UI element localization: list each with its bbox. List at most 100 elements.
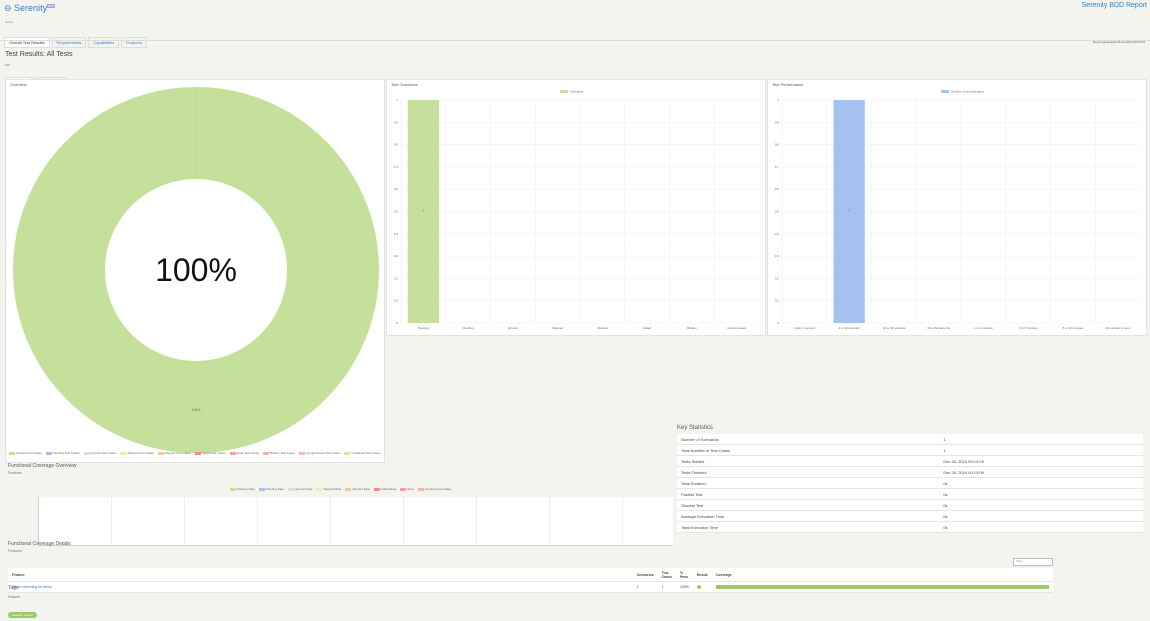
tag-chip[interactable]: Feature: search [8, 612, 38, 618]
y-tick-label: 0.7 [394, 165, 399, 169]
performance-panel: Test Performance Number of test scenario… [767, 79, 1147, 336]
stats-table: Number of Scenarios 1 Total Number of Test… [677, 434, 1143, 533]
y-tick-label: 1 [777, 98, 779, 102]
column-header: Coverage [711, 568, 1053, 582]
stat-row: Fastest Test 0s [677, 488, 1143, 500]
report-title: Serenity BDD Report [1081, 2, 1147, 9]
stat-value: 0s [939, 488, 1143, 500]
y-tick-label: 0.8 [394, 143, 399, 147]
stat-value: 0s [939, 521, 1143, 533]
legend-swatch [418, 487, 425, 491]
column-header: Scenarios [632, 568, 658, 582]
filter-input[interactable]: Filter [1013, 558, 1053, 566]
stat-row: Number of Scenarios 1 [677, 434, 1143, 445]
legend-swatch [9, 451, 16, 455]
legend-label: Undefined Test Cases [351, 451, 381, 455]
result-cell [692, 581, 712, 593]
bar-chart: Number of test scenarios 0 0.1 0.2 0.3 0.4 0.5… [775, 90, 1140, 330]
y-tick-label: 0.3 [394, 254, 399, 258]
legend-item: Undefined Test Cases [344, 451, 381, 455]
x-tick-label: Passing [418, 326, 429, 330]
stat-value: 1 [939, 444, 1143, 456]
y-tick-label: 0.7 [775, 165, 780, 169]
legend-swatch [258, 487, 265, 491]
legend-label: Compromised Rate [425, 487, 451, 491]
legend-swatch [345, 487, 352, 491]
legend-swatch [316, 487, 323, 491]
legend-item: Failed Test Cases [194, 451, 226, 455]
legend-swatch [230, 487, 237, 491]
section-subtitle: Feature [8, 595, 21, 599]
x-tick-label: 5 to 10 minutes [1063, 326, 1084, 330]
bar [833, 100, 865, 323]
breadcrumb[interactable]: Home [5, 20, 14, 24]
column-header: Feature [8, 568, 633, 582]
legend-swatch [288, 487, 295, 491]
coverage-overview: Functional Coverage Overview Features Pa… [8, 463, 673, 546]
legend-label: Aborted Rate [352, 487, 371, 491]
x-tick-label: 30 to 60 seconds [927, 326, 950, 330]
legend-item: Broken Test Cases [263, 451, 295, 455]
stat-row: Tests Started Dec 26, 2024 00:13:09 [677, 455, 1143, 467]
logo-badge: BDD [47, 4, 56, 8]
legend-label: Ignored Rate [295, 487, 313, 491]
x-tick-label: Pending [463, 326, 474, 330]
legend-swatch [229, 451, 236, 455]
section-title: Key Statistics [677, 425, 714, 431]
overview-panel: Overview 100% 100% Passed Test Cases Pendi… [5, 79, 385, 463]
section-subtitle: Features [8, 471, 22, 475]
outcomes-panel: Test Outcomes Scenarios 0 0.1 0.2 0.3 0.4 0.5 0… [386, 79, 766, 336]
y-tick-label: 1 [396, 98, 398, 102]
legend-label: Ignored Test Cases [90, 451, 117, 455]
legend-item: Passing Rate [230, 487, 255, 491]
bar-chart: Scenarios 0 0.1 0.2 0.3 0.4 0.5 0.6 0.7 0.8 0.9 1 Pa… [394, 90, 759, 330]
legend-item: Pending Rate [258, 487, 284, 491]
legend-label: Skipped Rate [323, 487, 342, 491]
legend-item: Failed Rate [374, 487, 396, 491]
stat-row: Slowest Test 0s [677, 499, 1143, 511]
tab[interactable]: Features [121, 37, 147, 48]
section-subtitle: Features [8, 549, 22, 553]
y-tick-label: 0 [777, 321, 779, 325]
legend-label: Error [407, 487, 415, 491]
x-tick-label: Broken [687, 326, 697, 330]
center-label: 100% [155, 252, 237, 288]
legend: Passed Test Cases Pending Test Cases Ignor… [6, 441, 384, 459]
column-header: Test Cases [657, 568, 676, 582]
y-tick-label: 0.4 [775, 232, 780, 236]
feature-link[interactable]: When searching for items [8, 581, 633, 593]
stat-label: Fastest Test [677, 488, 940, 500]
tag-link[interactable]: Gift [5, 63, 10, 67]
legend-item: Error [400, 487, 414, 491]
stat-value: Dec 26, 2024 00:13:09 [939, 455, 1143, 467]
bar [407, 100, 440, 323]
tab[interactable]: Requirements [51, 37, 87, 48]
legend-label: Failed Rate [381, 487, 397, 491]
legend-item: Aborted Rate [345, 487, 370, 491]
legend-swatch [560, 90, 568, 93]
stat-label: Tests Finished [677, 466, 940, 478]
legend-swatch [45, 451, 52, 455]
stat-value: 0s [939, 477, 1143, 489]
legend-label: Pending Test Cases [52, 451, 80, 455]
section-title: Functional Coverage Overview [8, 463, 77, 469]
section-title: Functional Coverage Details [8, 541, 71, 547]
legend-item: Aborted Test Cases [157, 451, 191, 455]
tab[interactable]: Overall Test Results [4, 37, 50, 48]
stat-value: 1 [939, 434, 1143, 445]
stat-value: 0s [939, 499, 1143, 511]
y-tick-label: 0.9 [775, 120, 780, 124]
legend-item: Skipped Rate [316, 487, 341, 491]
report-generated: Report generated 26-12-2024 00:13:15 [1092, 40, 1145, 44]
key-statistics: Key Statistics Number of Scenarios 1 Total… [677, 425, 1143, 533]
legend-swatch [83, 451, 90, 455]
legend-swatch [194, 451, 201, 455]
legend-item: Compromised Rate [418, 487, 451, 491]
stat-label: Total Duration [677, 477, 940, 489]
logo[interactable]: ⊖ SerenityBDD [4, 3, 56, 13]
legend-item: Passed Test Cases [9, 451, 42, 455]
legend-swatch [941, 90, 949, 93]
legend-label: Failed Test Cases [201, 451, 226, 455]
tab[interactable]: Capabilities [88, 37, 120, 48]
y-tick-label: 0.5 [775, 210, 780, 214]
